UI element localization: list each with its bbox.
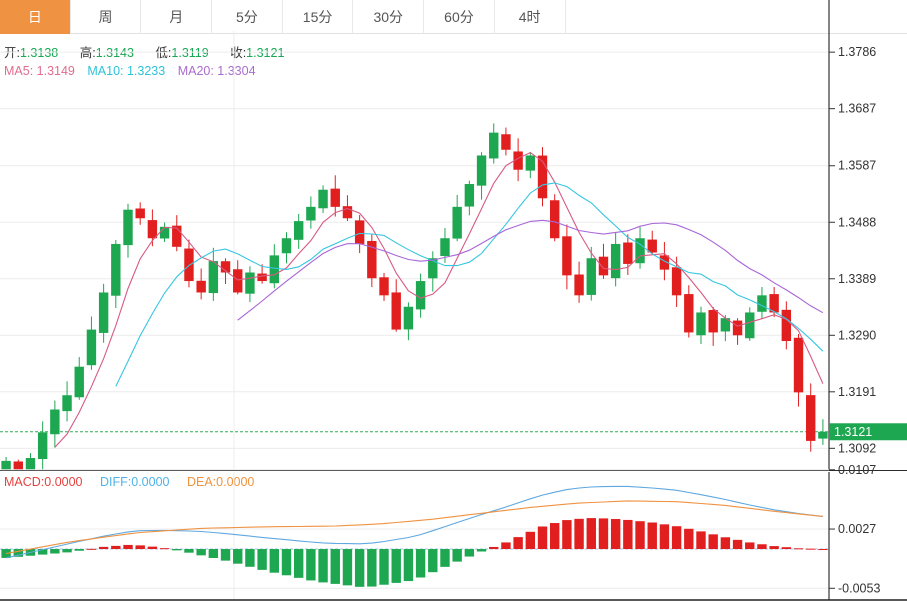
svg-text:0.0027: 0.0027 — [838, 522, 876, 536]
svg-text:0.0107: 0.0107 — [838, 463, 876, 477]
svg-text:-0.0053: -0.0053 — [838, 581, 880, 595]
